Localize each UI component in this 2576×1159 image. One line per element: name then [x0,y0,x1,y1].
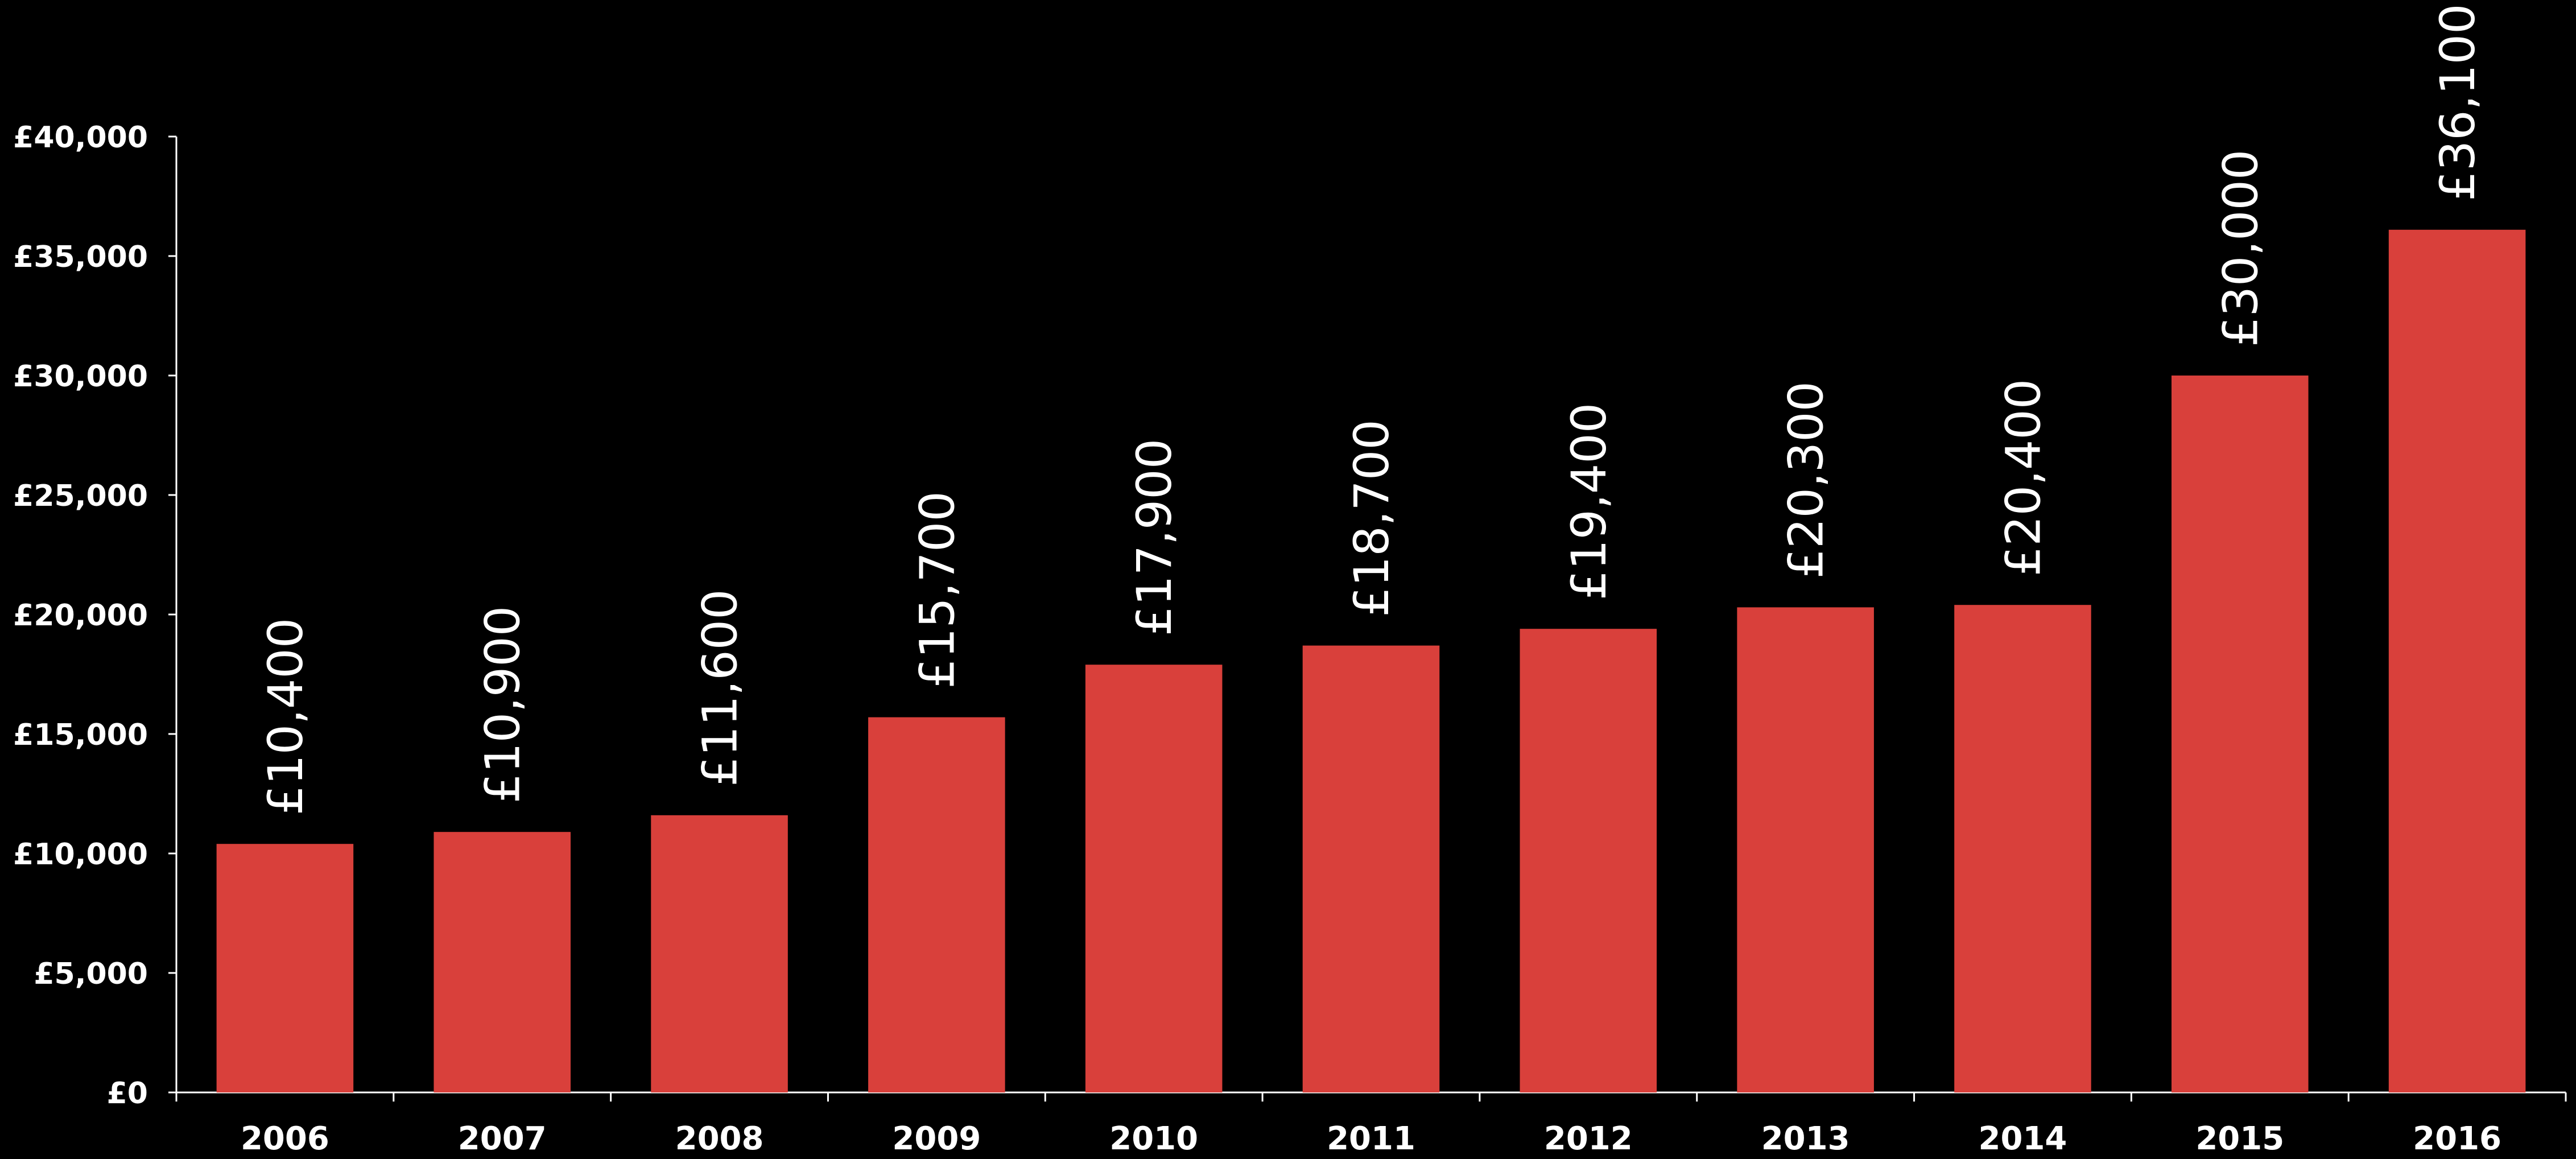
y-axis: £0 £5,000 £10,000 £15,000 £20,000 £25,000 £30,… [13,121,177,1111]
x-tick-label: 2008 [675,1120,764,1157]
data-label-2007: £10,900 [475,606,531,803]
data-label-2016: £36,100 [2430,3,2486,201]
data-label-2008: £11,600 [692,589,748,786]
data-label-2009: £15,700 [909,491,965,688]
bar-2008 [651,815,788,1092]
bar-2009 [868,717,1005,1092]
bar-2016 [2388,229,2526,1092]
y-tick-label: £5,000 [34,957,148,991]
data-label-2010: £17,900 [1126,439,1182,636]
bar-2013 [1737,607,1874,1092]
y-tick-label: £0 [107,1076,148,1111]
x-tick-label: 2013 [1761,1120,1850,1157]
bar-2015 [2172,376,2309,1092]
bars [216,229,2526,1092]
y-tick-label: £25,000 [13,479,148,513]
x-axis: 2006 2007 2008 2009 2010 2011 2012 2013 2014 2015… [175,1091,2567,1157]
y-tick-label: £30,000 [13,360,148,394]
bar-2010 [1085,665,1223,1092]
y-tick-label: £10,000 [13,838,148,872]
data-labels: £10,400 £10,900 £11,600 £15,700 £17,900 £18,7… [258,3,2486,815]
bar-2012 [1520,629,1657,1092]
data-label-2014: £20,400 [1995,379,2051,576]
data-label-2013: £20,300 [1778,381,1834,579]
x-tick-label: 2006 [241,1120,329,1157]
y-tick-label: £15,000 [13,718,148,752]
data-label-2015: £30,000 [2212,150,2268,347]
x-tick-label: 2011 [1327,1120,1415,1157]
x-tick-label: 2009 [892,1120,981,1157]
data-label-2011: £18,700 [1344,419,1400,617]
y-tick-label: £20,000 [13,599,148,633]
x-tick-label: 2015 [2195,1120,2284,1157]
x-tick-label: 2010 [1109,1120,1198,1157]
bar-2014 [1954,605,2091,1092]
x-tick-label: 2007 [458,1120,547,1157]
y-tick-label: £40,000 [13,121,148,155]
x-tick-label: 2016 [2413,1120,2501,1157]
bar-2011 [1302,645,1440,1092]
data-label-2012: £19,400 [1561,403,1617,600]
y-tick-label: £35,000 [13,240,148,274]
x-tick-label: 2014 [1979,1120,2067,1157]
data-label-2006: £10,400 [258,618,313,815]
x-tick-label: 2012 [1544,1120,1633,1157]
bar-2006 [216,844,354,1092]
bar-2007 [434,832,571,1092]
